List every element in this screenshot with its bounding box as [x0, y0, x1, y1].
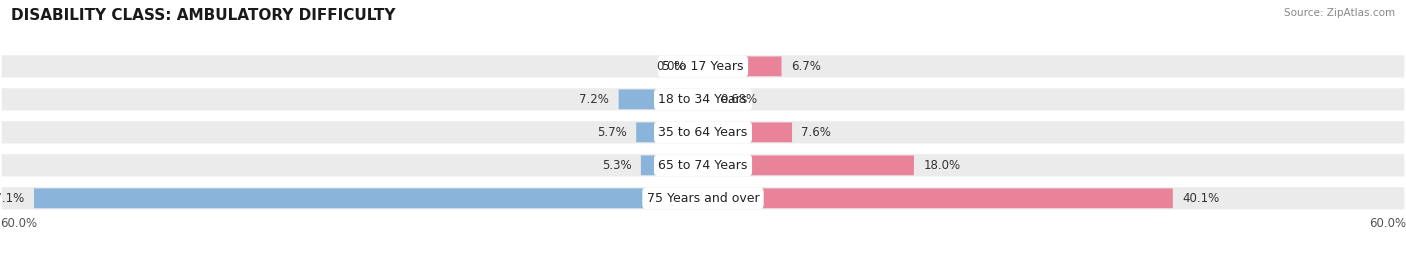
Text: 7.2%: 7.2% — [579, 93, 609, 106]
FancyBboxPatch shape — [619, 90, 703, 109]
Text: Source: ZipAtlas.com: Source: ZipAtlas.com — [1284, 8, 1395, 18]
Text: 7.6%: 7.6% — [801, 126, 831, 139]
FancyBboxPatch shape — [0, 120, 1406, 145]
FancyBboxPatch shape — [703, 57, 782, 76]
Text: 18.0%: 18.0% — [924, 159, 960, 172]
FancyBboxPatch shape — [703, 90, 711, 109]
Text: 0.0%: 0.0% — [655, 60, 686, 73]
Text: 60.0%: 60.0% — [1369, 217, 1406, 230]
Text: 18 to 34 Years: 18 to 34 Years — [658, 93, 748, 106]
Text: 40.1%: 40.1% — [1182, 192, 1219, 205]
Text: DISABILITY CLASS: AMBULATORY DIFFICULTY: DISABILITY CLASS: AMBULATORY DIFFICULTY — [11, 8, 395, 23]
FancyBboxPatch shape — [641, 155, 703, 175]
Text: 65 to 74 Years: 65 to 74 Years — [658, 159, 748, 172]
Text: 57.1%: 57.1% — [0, 192, 25, 205]
Text: 5.3%: 5.3% — [602, 159, 631, 172]
FancyBboxPatch shape — [637, 122, 703, 142]
FancyBboxPatch shape — [0, 152, 1406, 178]
Text: 5.7%: 5.7% — [598, 126, 627, 139]
FancyBboxPatch shape — [703, 122, 792, 142]
FancyBboxPatch shape — [703, 155, 914, 175]
Text: 35 to 64 Years: 35 to 64 Years — [658, 126, 748, 139]
FancyBboxPatch shape — [0, 185, 1406, 211]
Text: 75 Years and over: 75 Years and over — [647, 192, 759, 205]
FancyBboxPatch shape — [0, 54, 1406, 79]
FancyBboxPatch shape — [703, 188, 1173, 208]
Text: 0.68%: 0.68% — [720, 93, 758, 106]
FancyBboxPatch shape — [34, 188, 703, 208]
Text: 6.7%: 6.7% — [790, 60, 821, 73]
FancyBboxPatch shape — [0, 87, 1406, 112]
Text: 60.0%: 60.0% — [0, 217, 37, 230]
Text: 5 to 17 Years: 5 to 17 Years — [662, 60, 744, 73]
